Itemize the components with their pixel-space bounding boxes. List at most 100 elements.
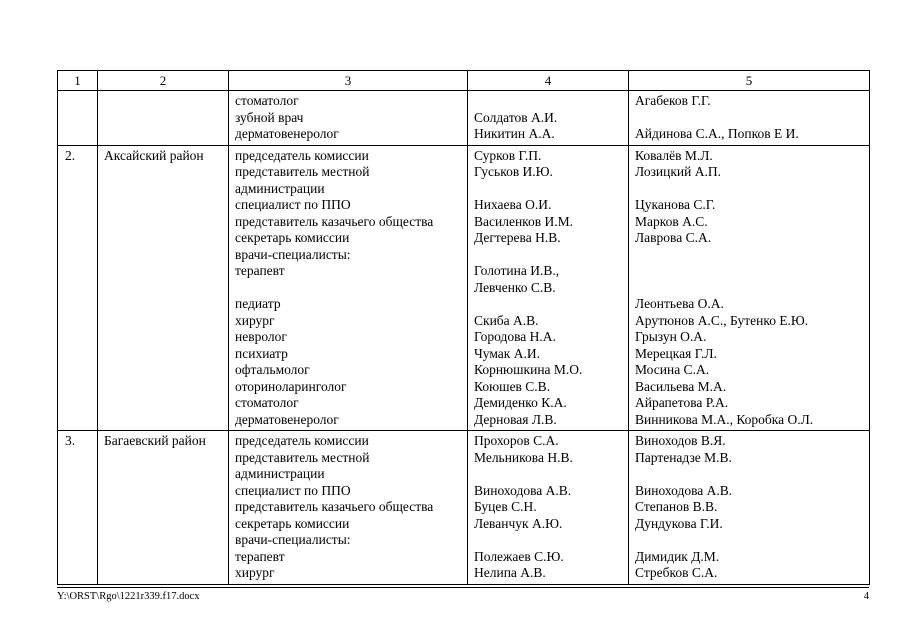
cell-line: Мельникова Н.В. <box>474 449 573 465</box>
cell-line: Леванчук А.Ю. <box>474 515 563 531</box>
cell-line <box>235 280 463 297</box>
cell-line: Мерецкая Г.Л. <box>635 345 717 361</box>
district-cell: Аксайский район <box>97 144 229 431</box>
page-footer: Y:\ORST\Rgo\1221r339.f17.docx 4 <box>57 587 869 602</box>
cell-line: Скиба А.В. <box>474 312 539 328</box>
cell-line: невролог <box>235 329 287 344</box>
cell-line: хирург <box>235 312 275 328</box>
cell-line <box>635 263 865 280</box>
cell-line: Солдатов А.И. <box>474 109 558 125</box>
cell-line: председатель комиссии <box>235 433 369 448</box>
cell-line: дерматовенеролог <box>235 126 339 141</box>
cell-line: зубной врач <box>235 109 304 125</box>
cell-line: Дегтерева Н.В. <box>474 230 561 245</box>
cell-line: стоматолог <box>235 93 299 108</box>
cell-line: Никитин А.А. <box>474 126 555 141</box>
cell-line: Чумак А.И. <box>474 345 540 361</box>
members-cell: Сурков Г.П. Гуськов И.Ю. Нихаева О.И. Васи… <box>467 144 629 431</box>
row-number-cell: 3. <box>57 430 98 585</box>
cell-line: Грызун О.А. <box>635 329 707 344</box>
cell-line: Стребков С.А. <box>635 565 718 580</box>
cell-line <box>635 181 865 198</box>
column-header-3: 3 <box>228 70 468 91</box>
cell-line: врачи-специалисты: <box>235 532 351 547</box>
cell-line: администрации <box>235 180 325 196</box>
reserve-members-cell: Виноходов В.Я. Партенадзе М.В. Виноходова… <box>628 430 870 585</box>
column-header-1: 1 <box>57 70 98 91</box>
table-row: 2. Аксайский район председатель комиссии пр… <box>57 144 870 431</box>
cell-line: Виноходов В.Я. <box>635 433 726 448</box>
table-row: 3. Багаевский район председатель комиссии п… <box>57 430 870 585</box>
cell-line: секретарь комиссии <box>235 230 350 245</box>
cell-line: Аксайский район <box>104 147 204 163</box>
cell-line: специалист по ППО <box>235 482 351 498</box>
cell-line: Буцев С.Н. <box>474 499 537 514</box>
members-cell: Солдатов А.И. Никитин А.А. <box>467 90 629 146</box>
cell-line: 3. <box>65 433 76 448</box>
cell-line: Цуканова С.Г. <box>635 197 716 212</box>
cell-line: Мосина С.А. <box>635 362 710 377</box>
cell-line: представитель казачьего общества <box>235 499 434 514</box>
cell-line <box>474 532 624 549</box>
cell-line: Степанов В.В. <box>635 499 718 514</box>
cell-line: оториноларинголог <box>235 378 347 394</box>
cell-line: 2. <box>65 147 76 163</box>
cell-line <box>635 110 865 127</box>
cell-line <box>65 93 93 110</box>
cell-line: Васильева М.А. <box>635 378 727 394</box>
cell-line: хирург <box>235 565 275 580</box>
cell-line: Лаврова С.А. <box>635 230 712 245</box>
cell-line <box>104 93 224 110</box>
cell-line: Айрапетова Р.А. <box>635 395 729 410</box>
cell-line: дерматовенеролог <box>235 411 339 427</box>
committee-table: 1 2 3 4 5 стоматолог зубной врач дерматове… <box>57 70 870 585</box>
cell-line: Прохоров С.А. <box>474 433 559 448</box>
cell-line: терапевт <box>235 263 285 278</box>
cell-line: Марков А.С. <box>635 213 708 229</box>
cell-line <box>474 181 624 198</box>
cell-line: Городова Н.А. <box>474 329 556 344</box>
cell-line: Ковалёв М.Л. <box>635 147 713 163</box>
reserve-members-cell: Ковалёв М.Л. Лозицкий А.П. Цуканова С.Г. М… <box>628 144 870 431</box>
cell-line: представитель казачьего общества <box>235 213 434 229</box>
cell-line: врачи-специалисты: <box>235 246 351 262</box>
cell-line <box>474 93 624 110</box>
cell-line: Винникова М.А., Коробка О.Л. <box>635 411 814 427</box>
cell-line: стоматолог <box>235 395 299 410</box>
cell-line: Нелипа А.В. <box>474 565 546 580</box>
row-number-cell: 2. <box>57 144 98 431</box>
cell-line: Василенков И.М. <box>474 213 574 229</box>
cell-line: представитель местной <box>235 449 370 465</box>
cell-line: секретарь комиссии <box>235 515 350 531</box>
table-header-row: 1 2 3 4 5 <box>57 70 870 91</box>
positions-cell: стоматолог зубной врач дерматовенеролог <box>228 90 468 146</box>
cell-line: Коюшев С.В. <box>474 378 551 394</box>
cell-line: Дерновая Л.В. <box>474 411 557 427</box>
cell-line: специалист по ППО <box>235 197 351 212</box>
district-cell <box>97 90 229 146</box>
column-header-4: 4 <box>467 70 629 91</box>
cell-line: Гуськов И.Ю. <box>474 164 553 179</box>
cell-line: Демиденко К.А. <box>474 395 567 410</box>
cell-line <box>474 247 624 264</box>
cell-line: Айдинова С.А., Попков Е И. <box>635 126 799 141</box>
cell-line: Левченко С.В. <box>474 279 556 295</box>
cell-line: Сурков Г.П. <box>474 147 542 163</box>
cell-line: Агабеков Г.Г. <box>635 93 711 108</box>
cell-line: психиатр <box>235 345 288 361</box>
members-cell: Прохоров С.А. Мельникова Н.В. Виноходова … <box>467 430 629 585</box>
cell-line: председатель комиссии <box>235 147 369 163</box>
cell-line: терапевт <box>235 548 285 564</box>
cell-line: Виноходова А.В. <box>474 482 572 498</box>
footer-file-path: Y:\ORST\Rgo\1221r339.f17.docx <box>57 591 200 602</box>
cell-line: Лозицкий А.П. <box>635 164 721 179</box>
cell-line: Корнюшкина М.О. <box>474 362 583 377</box>
cell-line: Голотина И.В., <box>474 263 560 278</box>
cell-line: Арутюнов А.С., Бутенко Е.Ю. <box>635 312 809 328</box>
cell-line: администрации <box>235 466 325 481</box>
reserve-members-cell: Агабеков Г.Г. Айдинова С.А., Попков Е И. <box>628 90 870 146</box>
cell-line: Партенадзе М.В. <box>635 449 732 465</box>
cell-line: педиатр <box>235 296 281 311</box>
column-header-2: 2 <box>97 70 229 91</box>
